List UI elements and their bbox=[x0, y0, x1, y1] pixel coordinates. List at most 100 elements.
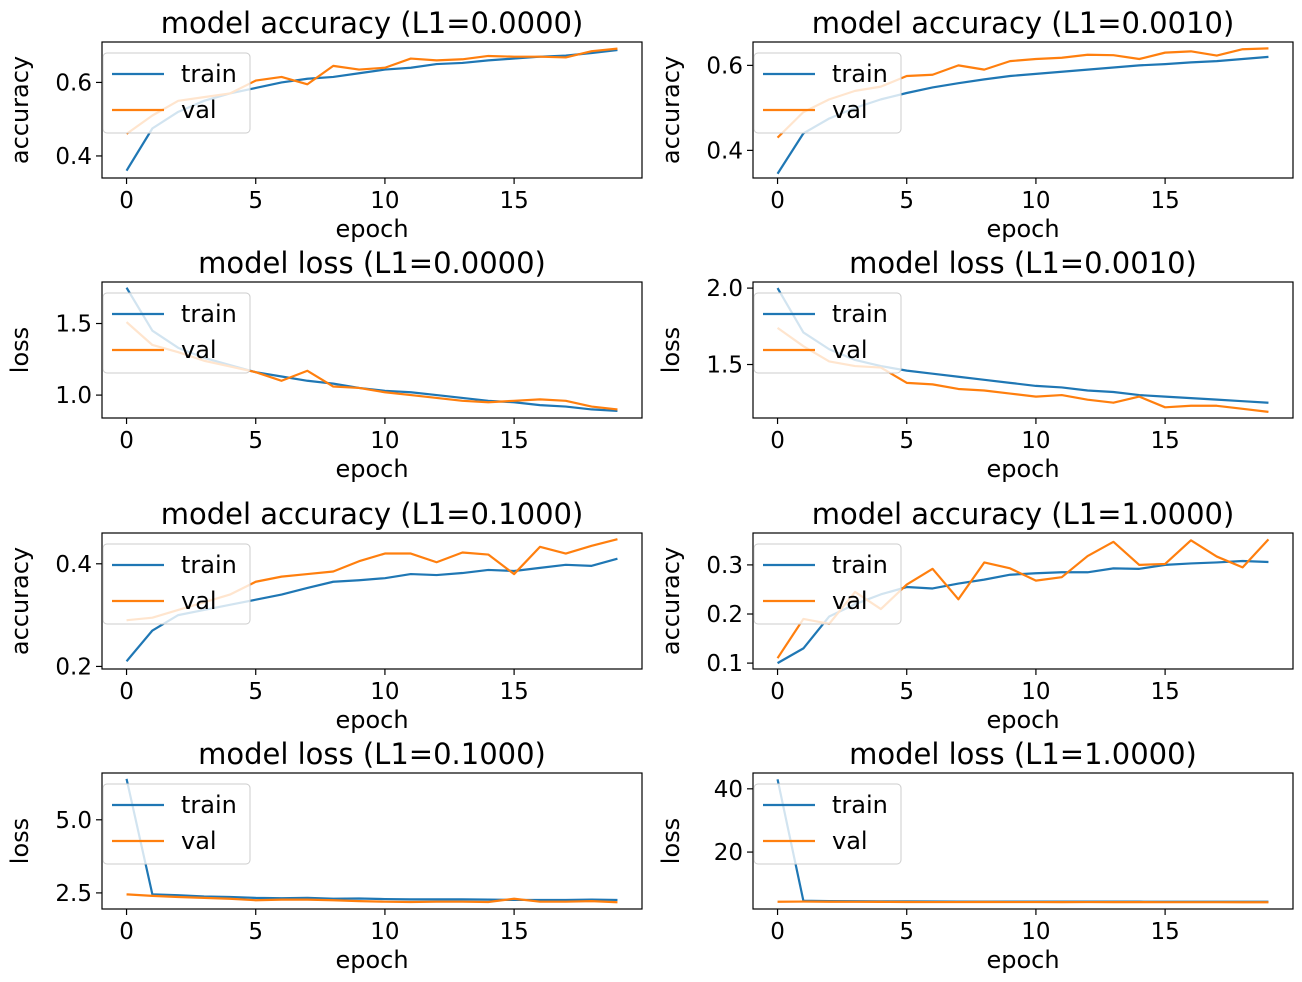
y-axis-label: accuracy bbox=[6, 547, 34, 655]
subplot-5: model accuracy (L1=0.1000) 0 5 10 15 0.2 0.4 ep… bbox=[6, 497, 643, 734]
legend: train val bbox=[753, 543, 902, 625]
x-tick-label: 15 bbox=[499, 188, 528, 214]
x-tick-label: 0 bbox=[119, 679, 134, 705]
legend-label-train: train bbox=[832, 300, 888, 328]
y-tick-label: 1.0 bbox=[55, 383, 92, 409]
y-tick-label: 1.5 bbox=[706, 353, 743, 379]
legend: train val bbox=[753, 52, 902, 134]
y-tick-label: 0.3 bbox=[706, 553, 743, 579]
axes-frame bbox=[752, 532, 1294, 670]
x-tick-label: 15 bbox=[1150, 188, 1179, 214]
legend: train val bbox=[102, 292, 251, 374]
y-tick-label: 2.0 bbox=[706, 276, 743, 302]
x-tick-label: 5 bbox=[899, 188, 914, 214]
subplot-6: model accuracy (L1=1.0000) 0 5 10 15 0.1 0.2 0.… bbox=[657, 497, 1294, 734]
axes-frame bbox=[101, 281, 643, 419]
x-tick-label: 5 bbox=[248, 188, 263, 214]
plot-title: model loss (L1=0.1000) bbox=[198, 737, 546, 771]
x-axis-label: epoch bbox=[335, 946, 408, 974]
y-axis-label: loss bbox=[6, 327, 34, 373]
legend-label-val: val bbox=[832, 587, 868, 615]
x-tick-label: 5 bbox=[899, 919, 914, 945]
y-axis-label: loss bbox=[657, 818, 685, 864]
x-tick-label: 10 bbox=[1021, 679, 1050, 705]
x-axis-label: epoch bbox=[335, 215, 408, 243]
x-axis-label: epoch bbox=[986, 215, 1059, 243]
legend-label-val: val bbox=[181, 336, 217, 364]
legend-label-train: train bbox=[832, 791, 888, 819]
legend: train val bbox=[102, 783, 251, 865]
y-tick-label: 2.5 bbox=[55, 881, 92, 907]
plot-title: model accuracy (L1=0.1000) bbox=[161, 497, 584, 531]
legend-label-train: train bbox=[832, 60, 888, 88]
y-tick-label: 1.5 bbox=[55, 312, 92, 338]
x-tick-label: 0 bbox=[770, 428, 785, 454]
x-tick-label: 5 bbox=[248, 428, 263, 454]
y-axis-label: loss bbox=[657, 327, 685, 373]
y-tick-label: 0.4 bbox=[55, 552, 92, 578]
x-tick-label: 15 bbox=[499, 679, 528, 705]
legend-label-train: train bbox=[832, 551, 888, 579]
legend: train val bbox=[753, 783, 902, 865]
y-tick-label: 0.6 bbox=[55, 70, 92, 96]
plot-title: model loss (L1=1.0000) bbox=[849, 737, 1197, 771]
x-tick-label: 5 bbox=[899, 679, 914, 705]
x-tick-label: 10 bbox=[370, 188, 399, 214]
legend-label-val: val bbox=[181, 827, 217, 855]
y-tick-label: 0.4 bbox=[55, 144, 92, 170]
x-tick-label: 10 bbox=[1021, 428, 1050, 454]
y-tick-label: 0.6 bbox=[706, 53, 743, 79]
y-tick-label: 5.0 bbox=[55, 808, 92, 834]
legend-label-train: train bbox=[181, 60, 237, 88]
legend-label-train: train bbox=[181, 300, 237, 328]
y-axis-label: accuracy bbox=[657, 56, 685, 164]
legend: train val bbox=[102, 543, 251, 625]
y-tick-label: 20 bbox=[714, 840, 743, 866]
axes-frame bbox=[101, 532, 643, 670]
plot-title: model accuracy (L1=0.0000) bbox=[161, 6, 584, 40]
subplot-4: model loss (L1=0.0010) 0 5 10 15 1.5 2.0 epoch l… bbox=[657, 246, 1294, 483]
x-tick-label: 15 bbox=[499, 428, 528, 454]
plot-title: model accuracy (L1=1.0000) bbox=[812, 497, 1235, 531]
legend-label-train: train bbox=[181, 551, 237, 579]
y-axis-label: loss bbox=[6, 818, 34, 864]
y-tick-label: 0.1 bbox=[706, 651, 743, 677]
x-tick-label: 0 bbox=[770, 919, 785, 945]
y-tick-label: 0.4 bbox=[706, 138, 743, 164]
legend: train val bbox=[102, 52, 251, 134]
legend-label-train: train bbox=[181, 791, 237, 819]
x-axis-label: epoch bbox=[986, 455, 1059, 483]
axes-frame bbox=[101, 772, 643, 910]
axes-frame bbox=[752, 281, 1294, 419]
subplot-7: model loss (L1=0.1000) 0 5 10 15 2.5 5.0 epoch l… bbox=[6, 737, 643, 974]
y-tick-label: 0.2 bbox=[55, 654, 92, 680]
x-tick-label: 15 bbox=[1150, 679, 1179, 705]
legend-label-val: val bbox=[181, 96, 217, 124]
x-tick-label: 0 bbox=[119, 188, 134, 214]
x-axis-label: epoch bbox=[986, 706, 1059, 734]
x-tick-label: 10 bbox=[1021, 919, 1050, 945]
x-tick-label: 15 bbox=[1150, 428, 1179, 454]
x-tick-label: 0 bbox=[770, 188, 785, 214]
subplot-2: model accuracy (L1=0.0010) 0 5 10 15 0.4 0.6 ep… bbox=[657, 6, 1294, 243]
axes-frame bbox=[752, 772, 1294, 910]
x-tick-label: 15 bbox=[1150, 919, 1179, 945]
legend-label-val: val bbox=[181, 587, 217, 615]
y-tick-label: 0.2 bbox=[706, 602, 743, 628]
plot-title: model accuracy (L1=0.0010) bbox=[812, 6, 1235, 40]
legend-label-val: val bbox=[832, 96, 868, 124]
x-tick-label: 5 bbox=[248, 919, 263, 945]
axes-frame bbox=[101, 41, 643, 179]
x-axis-label: epoch bbox=[335, 706, 408, 734]
x-tick-label: 0 bbox=[119, 919, 134, 945]
series-line-val bbox=[126, 893, 618, 904]
x-tick-label: 10 bbox=[370, 679, 399, 705]
x-tick-label: 0 bbox=[770, 679, 785, 705]
subplot-3: model loss (L1=0.0000) 0 5 10 15 1.0 1.5 epoch l… bbox=[6, 246, 643, 483]
legend-label-val: val bbox=[832, 827, 868, 855]
x-tick-label: 0 bbox=[119, 428, 134, 454]
x-tick-label: 10 bbox=[370, 919, 399, 945]
subplot-8: model loss (L1=1.0000) 0 5 10 15 20 40 epoch los… bbox=[657, 737, 1294, 974]
x-tick-label: 10 bbox=[370, 428, 399, 454]
